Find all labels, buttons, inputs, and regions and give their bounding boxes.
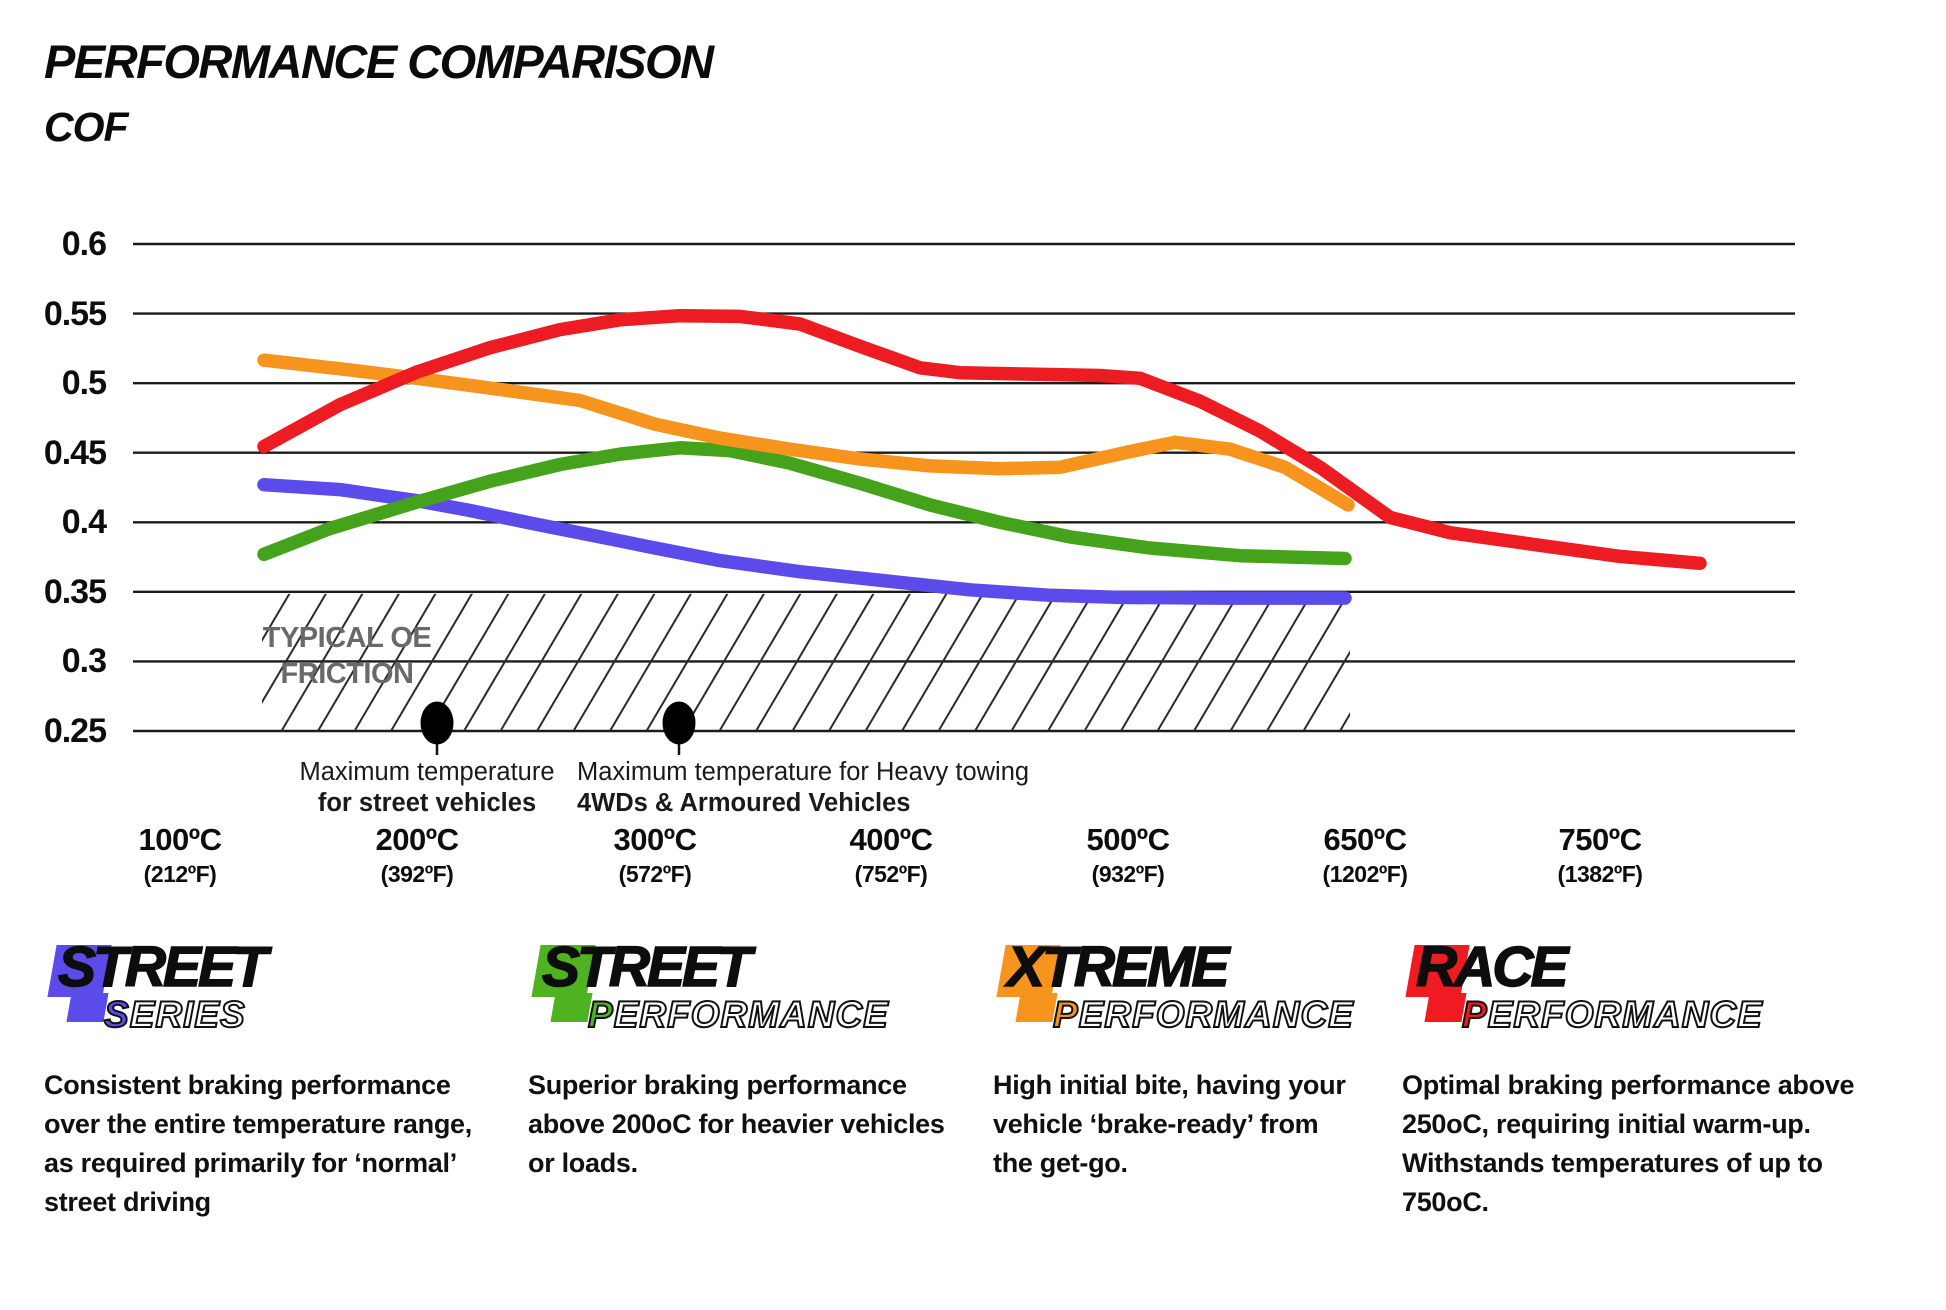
marker-note-line1: Maximum temperature xyxy=(299,758,555,786)
x-tick-celsius: 300ºC xyxy=(613,822,697,857)
max-temp-marker-1 xyxy=(662,701,696,756)
street-series-logo: STREET SERIES xyxy=(44,934,484,1050)
marker-note-heavy-towing: Maximum temperature for Heavy towing 4WD… xyxy=(577,757,1029,819)
series-race-performance xyxy=(257,308,1707,571)
x-tick-label-500ºC: 500ºC (932ºF) xyxy=(1028,822,1228,888)
y-tick-label-0.35: 0.35 xyxy=(43,572,107,611)
marker-note-line2: for street vehicles xyxy=(317,789,537,817)
race-performance-word2-initial: P xyxy=(1461,993,1488,1036)
xtreme-performance-word2-rest: ERFORMANCE xyxy=(1078,993,1354,1036)
legend-item-street-performance: STREET PERFORMANCE Superior braking perfor… xyxy=(528,934,968,1183)
y-tick-label-0.6: 0.6 xyxy=(61,225,107,263)
y-axis-title: COF xyxy=(44,104,129,150)
street-series-word2-rest: ERIES xyxy=(129,993,246,1036)
race-performance-description: Optimal braking performance above 250oC,… xyxy=(1402,1070,1855,1217)
marker-note-street-vehicles: Maximum temperature for street vehicles xyxy=(299,757,554,819)
page-title: PERFORMANCE COMPARISON xyxy=(44,35,714,88)
oe-zone-label-line2: FRICTION xyxy=(280,658,414,690)
y-tick-label-0.5: 0.5 xyxy=(61,364,107,403)
oe-zone-label-line1: TYPICAL OE xyxy=(262,622,432,654)
race-performance-word2: PERFORMANCE xyxy=(1461,993,1763,1036)
xtreme-performance-description: High initial bite, having your vehicle ‘… xyxy=(993,1070,1346,1178)
x-tick-label-750ºC: 750ºC (1382ºF) xyxy=(1500,822,1700,888)
xtreme-performance-word2: PERFORMANCE xyxy=(1052,993,1354,1036)
y-tick-label-0.4: 0.4 xyxy=(61,503,107,542)
race-performance-word2-rest: ERFORMANCE xyxy=(1487,993,1763,1036)
x-tick-label-400ºC: 400ºC (752ºF) xyxy=(791,822,991,888)
xtreme-performance-word1: XTREME xyxy=(1006,934,1230,1000)
max-temp-marker-0 xyxy=(420,701,454,756)
y-tick-label-0.25: 0.25 xyxy=(43,712,107,750)
legend-item-street-series: STREET SERIES Consistent braking performan… xyxy=(44,934,484,1222)
x-tick-fahrenheit: (1202ºF) xyxy=(1322,861,1408,887)
x-tick-fahrenheit: (572ºF) xyxy=(618,861,692,887)
street-performance-logo: STREET PERFORMANCE xyxy=(528,934,968,1050)
x-tick-label-650ºC: 650ºC (1202ºF) xyxy=(1265,822,1465,888)
race-performance-logo: RACE PERFORMANCE xyxy=(1402,934,1902,1050)
y-tick-label-0.45: 0.45 xyxy=(43,433,107,472)
x-tick-fahrenheit: (212ºF) xyxy=(143,861,217,887)
oe-zone-label: TYPICAL OE FRICTION xyxy=(252,620,442,692)
legend-item-race-performance: RACE PERFORMANCE Optimal braking performan… xyxy=(1402,934,1902,1222)
x-tick-celsius: 750ºC xyxy=(1558,822,1642,857)
x-tick-label-100ºC: 100ºC (212ºF) xyxy=(80,822,280,888)
street-performance-word2: PERFORMANCE xyxy=(587,993,889,1036)
x-tick-celsius: 100ºC xyxy=(138,822,222,857)
street-performance-description: Superior braking performance above 200oC… xyxy=(528,1070,945,1178)
street-performance-word1: STREET xyxy=(541,934,752,1000)
xtreme-performance-logo: XTREME PERFORMANCE xyxy=(993,934,1355,1050)
x-tick-fahrenheit: (752ºF) xyxy=(854,861,928,887)
x-tick-celsius: 400ºC xyxy=(849,822,933,857)
marker-note-line2: 4WDs & Armoured Vehicles xyxy=(577,789,911,817)
x-tick-label-300ºC: 300ºC (572ºF) xyxy=(555,822,755,888)
race-performance-word1: RACE xyxy=(1415,934,1569,1000)
street-performance-word2-rest: ERFORMANCE xyxy=(613,993,889,1036)
legend-item-xtreme-performance: XTREME PERFORMANCE High initial bite, havi… xyxy=(993,934,1355,1183)
series-xtreme-performance xyxy=(257,353,1355,512)
x-tick-label-200ºC: 200ºC (392ºF) xyxy=(317,822,517,888)
marker-note-line1: Maximum temperature for Heavy towing xyxy=(577,758,1030,786)
x-tick-celsius: 650ºC xyxy=(1323,822,1407,857)
cof-line-chart xyxy=(133,242,1795,756)
street-series-word2: SERIES xyxy=(103,993,246,1036)
street-series-description: Consistent braking performance over the … xyxy=(44,1070,472,1217)
street-series-word1: STREET xyxy=(57,934,268,1000)
x-tick-fahrenheit: (1382ºF) xyxy=(1557,861,1643,887)
x-tick-fahrenheit: (932ºF) xyxy=(1091,861,1165,887)
x-tick-celsius: 500ºC xyxy=(1086,822,1170,857)
series-street-performance xyxy=(257,441,1352,566)
y-tick-label-0.3: 0.3 xyxy=(61,642,107,681)
xtreme-performance-word2-initial: P xyxy=(1052,993,1079,1036)
y-tick-label-0.55: 0.55 xyxy=(43,294,107,333)
street-performance-word2-initial: P xyxy=(587,993,614,1036)
x-tick-fahrenheit: (392ºF) xyxy=(380,861,454,887)
street-series-word2-initial: S xyxy=(103,993,130,1036)
oe-friction-hatch-zone xyxy=(262,593,1350,732)
x-tick-celsius: 200ºC xyxy=(375,822,459,857)
